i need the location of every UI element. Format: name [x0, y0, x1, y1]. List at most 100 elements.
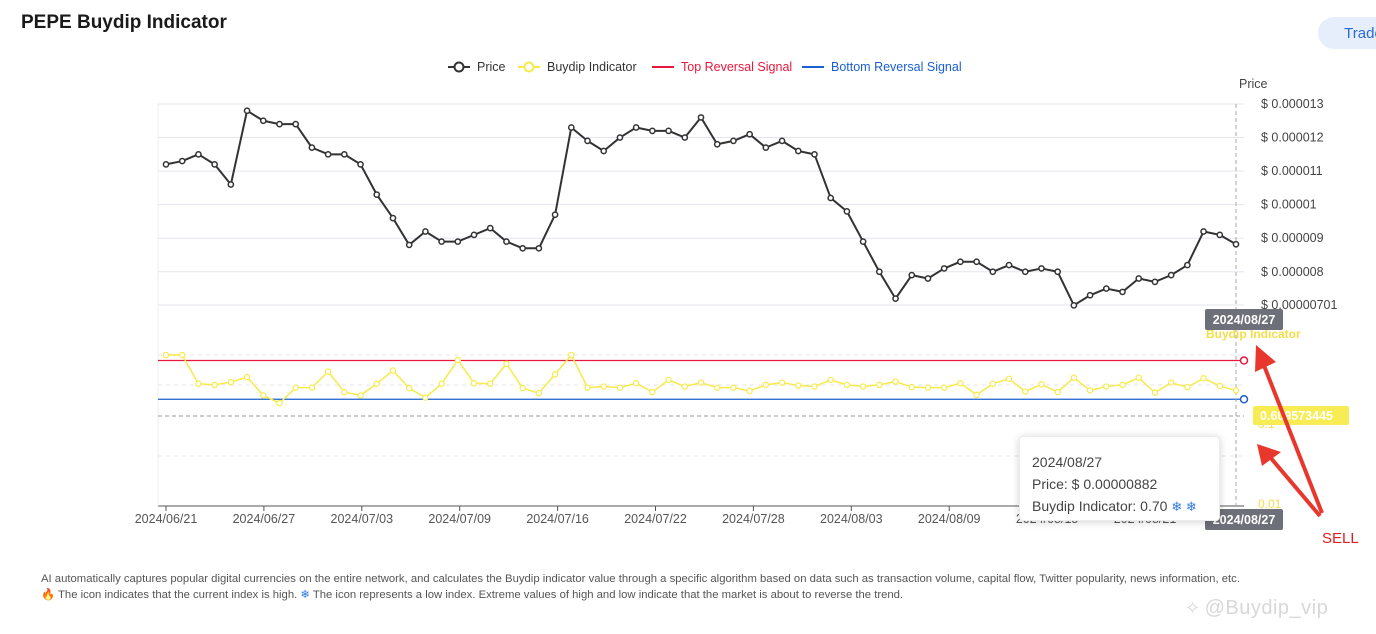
trade-button[interactable]: Trade [1318, 17, 1376, 49]
price-point [811, 150, 818, 158]
sell-arrow-head [1255, 345, 1276, 372]
x-tick-label: 2024/08/09 [918, 512, 981, 526]
watermark: ✧ @Buydip_vip [1185, 597, 1328, 620]
price-point [503, 238, 510, 245]
price-point [1167, 271, 1175, 279]
x-tick-label: 2024/07/03 [331, 512, 394, 526]
price-point [276, 120, 283, 128]
buydip-point [730, 384, 737, 391]
price-point [730, 137, 737, 145]
price-point [1038, 265, 1045, 272]
legend-label: Buydip Indicator [547, 60, 637, 74]
buydip-point [1005, 375, 1013, 382]
price-point [486, 224, 494, 232]
buydip-point [1103, 383, 1110, 390]
price-point [1102, 285, 1110, 292]
buydip-point [811, 383, 818, 390]
buydip-point [211, 381, 218, 389]
price-point [584, 137, 591, 145]
price-point [211, 161, 218, 168]
buydip-point [762, 381, 770, 389]
buydip-point [940, 384, 948, 391]
price-tick-label: $ 0.000012 [1261, 131, 1324, 145]
buydip-point [924, 384, 932, 391]
watermark-text: @Buydip_vip [1204, 597, 1329, 619]
price-tick-label: $ 0.00001 [1261, 198, 1317, 212]
buydip-point [843, 381, 851, 389]
buydip-point [1200, 375, 1207, 382]
buydip-point [308, 384, 316, 391]
price-point [649, 127, 656, 135]
price-point [1054, 268, 1062, 276]
legend-swatch-marker [453, 61, 465, 73]
price-point [746, 130, 753, 138]
chart-tooltip: 2024/08/27 Price: $ 0.00000882 Buydip In… [1019, 436, 1220, 521]
page-title: PEPE Buydip Indicator [21, 12, 227, 33]
price-point [875, 268, 883, 276]
price-point [162, 161, 170, 168]
price-point [340, 150, 348, 158]
price-point [422, 228, 429, 235]
legend-label: Top Reversal Signal [681, 60, 792, 74]
buydip-point [827, 376, 834, 384]
price-point [681, 134, 689, 141]
price-point [551, 211, 559, 219]
price-point [908, 271, 916, 279]
x-tick-label: 2024/07/28 [722, 512, 785, 526]
buydip-point [1232, 387, 1240, 394]
buydip-axis-title: Buydip Indicator [1206, 327, 1301, 341]
buydip-point [535, 389, 543, 397]
buydip-point [1151, 389, 1159, 396]
sell-arrow-head [1257, 444, 1281, 466]
x-tick-label: 2024/07/22 [624, 512, 687, 526]
footer-note: AI automatically captures popular digita… [41, 571, 1341, 603]
footer-high-text: The icon indicates that the current inde… [55, 589, 298, 601]
price-point [1135, 275, 1143, 282]
price-point [195, 150, 202, 158]
price-point [762, 144, 770, 151]
x-tick-label: 2024/07/09 [428, 512, 491, 526]
price-point [373, 191, 381, 198]
buydip-point [292, 384, 299, 391]
footer-low-text: The icon represents a low index. Extreme… [309, 589, 904, 601]
price-point [859, 238, 867, 245]
buydip-point [389, 367, 397, 374]
price-point [438, 238, 445, 245]
legend-label: Price [477, 60, 506, 74]
buydip-point [632, 380, 640, 387]
buydip-point [859, 383, 867, 390]
price-point [778, 137, 786, 145]
buydip-point [438, 380, 445, 387]
price-point [1151, 278, 1159, 286]
buydip-point [276, 399, 283, 407]
buydip-point [681, 383, 688, 390]
price-tick-label: $ 0.00000701 [1261, 298, 1338, 312]
sell-arrow-shaft [1261, 362, 1324, 514]
price-point [535, 244, 543, 252]
price-point [454, 238, 462, 245]
price-tick-label: $ 0.000013 [1261, 97, 1324, 111]
price-point [324, 150, 332, 158]
price-point [957, 258, 964, 266]
price-point [989, 268, 997, 276]
fire-icon: 🔥 [41, 589, 56, 601]
crosshair-date-badge-bottom [1205, 509, 1283, 530]
price-point [1086, 291, 1094, 299]
price-point [243, 107, 251, 115]
x-tick-label: 2024/08/03 [820, 512, 883, 526]
buydip-point [600, 383, 607, 390]
buydip-point [519, 385, 526, 392]
price-axis-title: Price [1239, 77, 1268, 91]
price-point [1200, 228, 1207, 235]
buydip-point [1086, 387, 1094, 394]
price-point [1070, 301, 1078, 309]
buydip-point [697, 379, 705, 386]
crosshair-date-label: 2024/08/27 [1213, 513, 1276, 527]
crosshair-date-badge-top [1205, 309, 1283, 330]
price-point [357, 161, 364, 168]
buydip-point [551, 371, 559, 378]
snowflake-icon: ❄ ❄ [1171, 499, 1197, 514]
buydip-point [243, 373, 251, 381]
buydip-point [957, 380, 964, 387]
buydip-point [357, 392, 364, 399]
